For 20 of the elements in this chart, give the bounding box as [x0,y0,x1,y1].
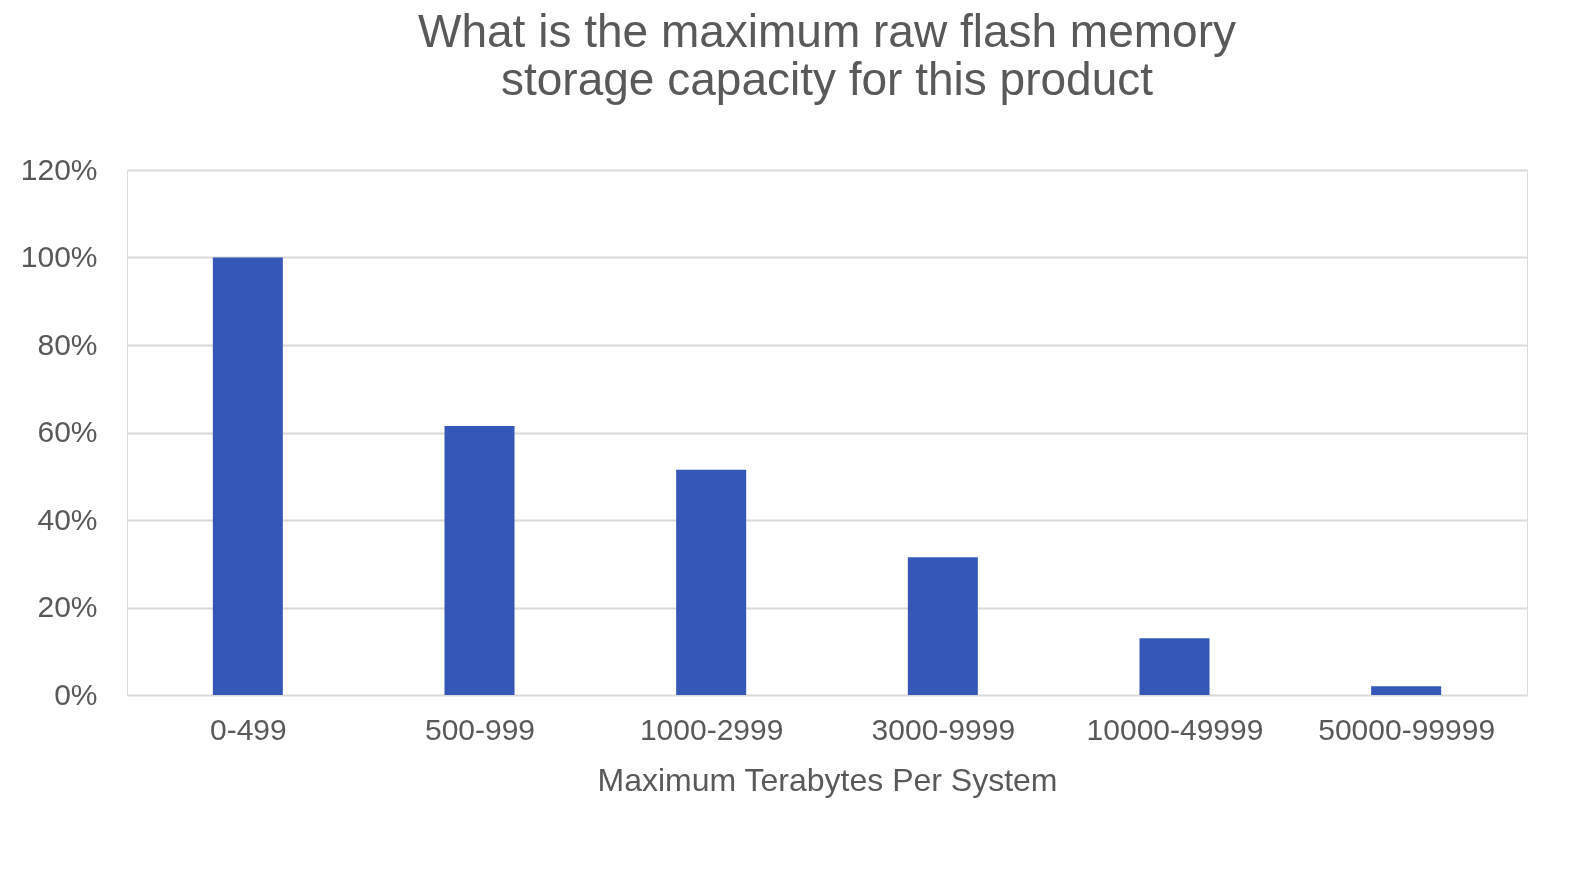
bar [1371,686,1442,695]
y-tick-label: 80% [37,327,98,361]
y-tick-label: 100% [20,240,98,273]
x-tick-label: 10000-49999 [1086,712,1264,746]
x-tick-label: 50000-99999 [1318,712,1496,746]
bar [907,557,978,695]
x-tick-label: 500-999 [424,712,536,746]
bar [1139,638,1210,695]
x-tick-label: 0-499 [209,712,287,746]
y-tick-label: 0% [54,677,98,711]
x-tick-label: 3000-9999 [871,712,1016,746]
x-axis-title: Maximum Terabytes Per System [597,761,1058,798]
x-tick-label: 1000-2999 [639,712,784,746]
y-tick-label: 20% [37,590,98,623]
bar [676,469,747,695]
y-tick-label: 60% [37,415,98,448]
y-tick-label: 120% [20,152,98,186]
bar [212,257,283,695]
bar [444,425,515,695]
y-tick-label: 40% [37,502,98,536]
